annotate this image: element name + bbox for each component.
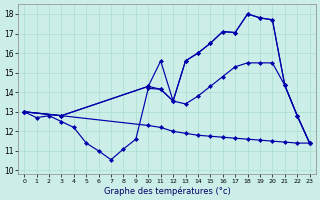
X-axis label: Graphe des températures (°c): Graphe des températures (°c) (104, 186, 230, 196)
